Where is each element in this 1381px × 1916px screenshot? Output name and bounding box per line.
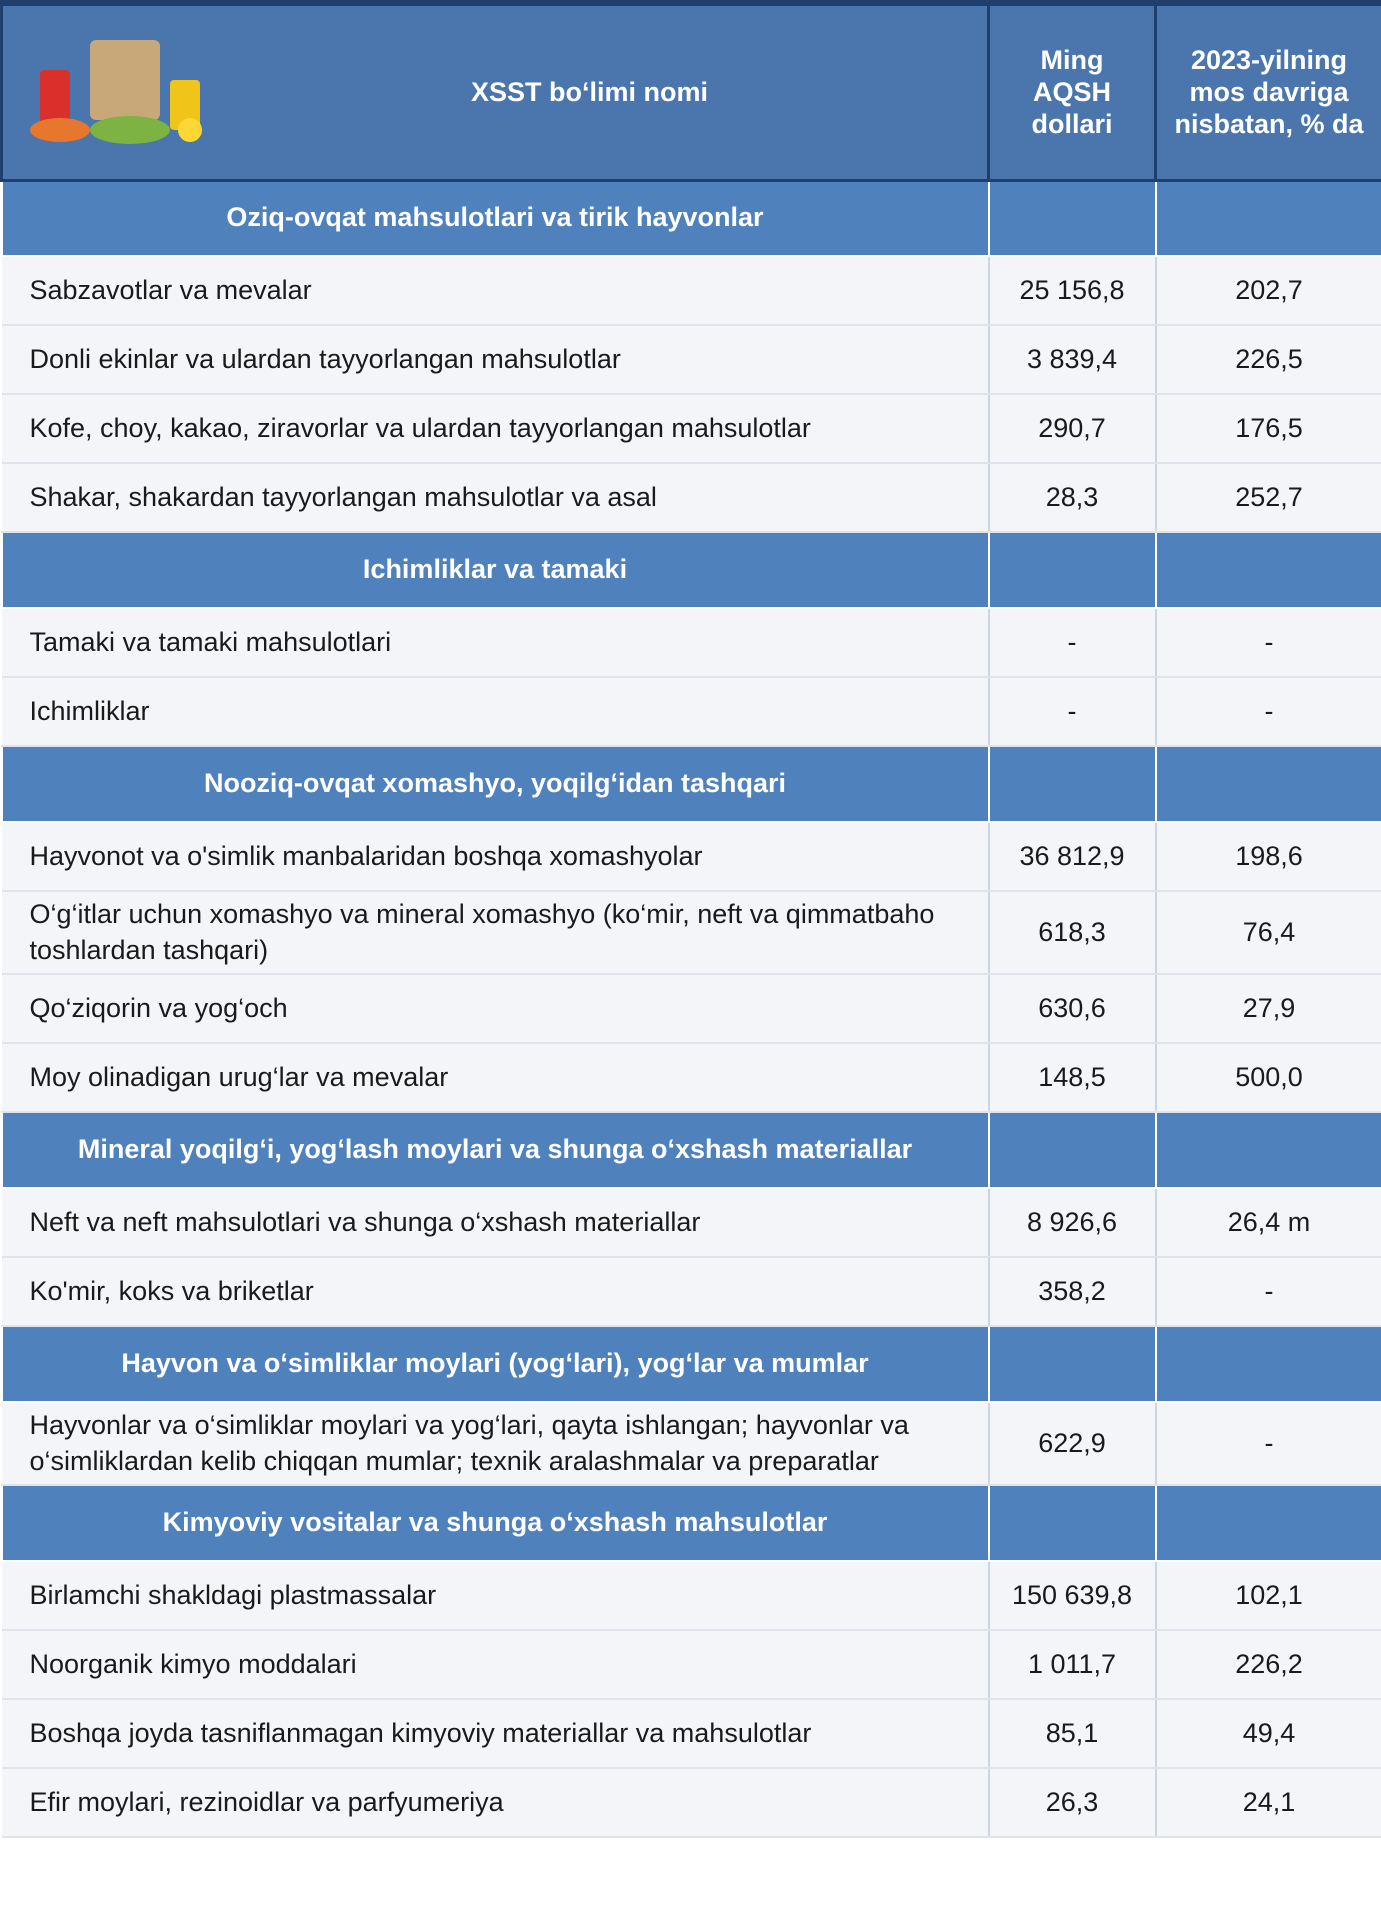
data-row: Hayvonlar va o‘simliklar moylari va yog‘… (2, 1402, 1381, 1485)
item-value: 630,6 (989, 974, 1156, 1043)
item-value: 8 926,6 (989, 1188, 1156, 1257)
item-change: 202,7 (1156, 256, 1381, 325)
section-cell (1156, 1485, 1381, 1561)
item-name: Birlamchi shakldagi plastmassalar (2, 1561, 989, 1630)
section-row: Ichimliklar va tamaki (2, 532, 1381, 608)
item-change: 102,1 (1156, 1561, 1381, 1630)
item-value: 85,1 (989, 1699, 1156, 1768)
data-row: Shakar, shakardan tayyorlangan mahsulotl… (2, 463, 1381, 532)
data-row: Tamaki va tamaki mahsulotlari-- (2, 608, 1381, 677)
data-row: Efir moylari, rezinoidlar va parfyumeriy… (2, 1768, 1381, 1837)
item-value: 3 839,4 (989, 325, 1156, 394)
section-title: Hayvon va o‘simliklar moylari (yog‘lari)… (2, 1326, 989, 1402)
item-value: 358,2 (989, 1257, 1156, 1326)
item-change: 27,9 (1156, 974, 1381, 1043)
section-row: Nooziq-ovqat xomashyo, yoqilg‘idan tashq… (2, 746, 1381, 822)
trade-table: XSST bo‘limi nomi Ming AQSH dollari 2023… (0, 0, 1381, 1838)
section-row: Mineral yoqilg‘i, yog‘lash moylari va sh… (2, 1112, 1381, 1188)
item-change: 226,5 (1156, 325, 1381, 394)
item-change: 198,6 (1156, 822, 1381, 891)
data-row: Boshqa joyda tasniflanmagan kimyoviy mat… (2, 1699, 1381, 1768)
item-name: Noorganik kimyo moddalari (2, 1630, 989, 1699)
section-row: Kimyoviy vositalar va shunga o‘xshash ma… (2, 1485, 1381, 1561)
section-cell (989, 1112, 1156, 1188)
section-cell (989, 1326, 1156, 1402)
item-value: 150 639,8 (989, 1561, 1156, 1630)
section-row: Hayvon va o‘simliklar moylari (yog‘lari)… (2, 1326, 1381, 1402)
section-cell (989, 1485, 1156, 1561)
section-title: Mineral yoqilg‘i, yog‘lash moylari va sh… (2, 1112, 989, 1188)
header-value: Ming AQSH dollari (989, 3, 1156, 180)
item-change: 226,2 (1156, 1630, 1381, 1699)
section-cell (1156, 1326, 1381, 1402)
section-cell (1156, 746, 1381, 822)
item-name: Neft va neft mahsulotlari va shunga o‘xs… (2, 1188, 989, 1257)
item-name: Shakar, shakardan tayyorlangan mahsulotl… (2, 463, 989, 532)
section-title: Oziq-ovqat mahsulotlari va tirik hayvonl… (2, 180, 989, 256)
page: {"header": {"title": "XSST bo‘limi nomi"… (0, 0, 1381, 1916)
item-name: O‘g‘itlar uchun xomashyo va mineral xoma… (2, 891, 989, 974)
grocery-illustration (20, 30, 220, 150)
item-name: Moy olinadigan urug‘lar va mevalar (2, 1043, 989, 1112)
item-name: Tamaki va tamaki mahsulotlari (2, 608, 989, 677)
section-cell (989, 532, 1156, 608)
item-change: - (1156, 677, 1381, 746)
item-name: Boshqa joyda tasniflanmagan kimyoviy mat… (2, 1699, 989, 1768)
item-change: - (1156, 1257, 1381, 1326)
section-title: Nooziq-ovqat xomashyo, yoqilg‘idan tashq… (2, 746, 989, 822)
item-value: - (989, 608, 1156, 677)
item-value: 25 156,8 (989, 256, 1156, 325)
item-value: 618,3 (989, 891, 1156, 974)
data-row: Hayvonot va o'simlik manbalaridan boshqa… (2, 822, 1381, 891)
section-cell (1156, 180, 1381, 256)
data-row: Ichimliklar-- (2, 677, 1381, 746)
item-value: 148,5 (989, 1043, 1156, 1112)
item-name: Ko'mir, koks va briketlar (2, 1257, 989, 1326)
item-name: Hayvonot va o'simlik manbalaridan boshqa… (2, 822, 989, 891)
data-row: Kofe, choy, kakao, ziravorlar va ulardan… (2, 394, 1381, 463)
section-cell (1156, 532, 1381, 608)
item-change: 176,5 (1156, 394, 1381, 463)
header-change: 2023-yilning mos davriga nisbatan, % da (1156, 3, 1381, 180)
item-change: 49,4 (1156, 1699, 1381, 1768)
item-value: 26,3 (989, 1768, 1156, 1837)
item-value: 622,9 (989, 1402, 1156, 1485)
item-name: Efir moylari, rezinoidlar va parfyumeriy… (2, 1768, 989, 1837)
section-cell (1156, 1112, 1381, 1188)
item-value: 290,7 (989, 394, 1156, 463)
data-row: Donli ekinlar va ulardan tayyorlangan ma… (2, 325, 1381, 394)
item-value: - (989, 677, 1156, 746)
section-title: Ichimliklar va tamaki (2, 532, 989, 608)
section-cell (989, 746, 1156, 822)
item-name: Sabzavotlar va mevalar (2, 256, 989, 325)
item-change: - (1156, 608, 1381, 677)
item-name: Kofe, choy, kakao, ziravorlar va ulardan… (2, 394, 989, 463)
item-change: 76,4 (1156, 891, 1381, 974)
data-row: O‘g‘itlar uchun xomashyo va mineral xoma… (2, 891, 1381, 974)
item-change: 252,7 (1156, 463, 1381, 532)
item-change: 24,1 (1156, 1768, 1381, 1837)
section-title: Kimyoviy vositalar va shunga o‘xshash ma… (2, 1485, 989, 1561)
item-change: 26,4 m (1156, 1188, 1381, 1257)
item-value: 28,3 (989, 463, 1156, 532)
data-row: Neft va neft mahsulotlari va shunga o‘xs… (2, 1188, 1381, 1257)
table-body: XSST bo‘limi nomi Ming AQSH dollari 2023… (2, 3, 1381, 1837)
item-name: Ichimliklar (2, 677, 989, 746)
item-name: Donli ekinlar va ulardan tayyorlangan ma… (2, 325, 989, 394)
item-name: Qo‘ziqorin va yog‘och (2, 974, 989, 1043)
item-change: 500,0 (1156, 1043, 1381, 1112)
section-row: Oziq-ovqat mahsulotlari va tirik hayvonl… (2, 180, 1381, 256)
section-cell (989, 180, 1156, 256)
item-value: 1 011,7 (989, 1630, 1156, 1699)
item-value: 36 812,9 (989, 822, 1156, 891)
item-change: - (1156, 1402, 1381, 1485)
item-name: Hayvonlar va o‘simliklar moylari va yog‘… (2, 1402, 989, 1485)
